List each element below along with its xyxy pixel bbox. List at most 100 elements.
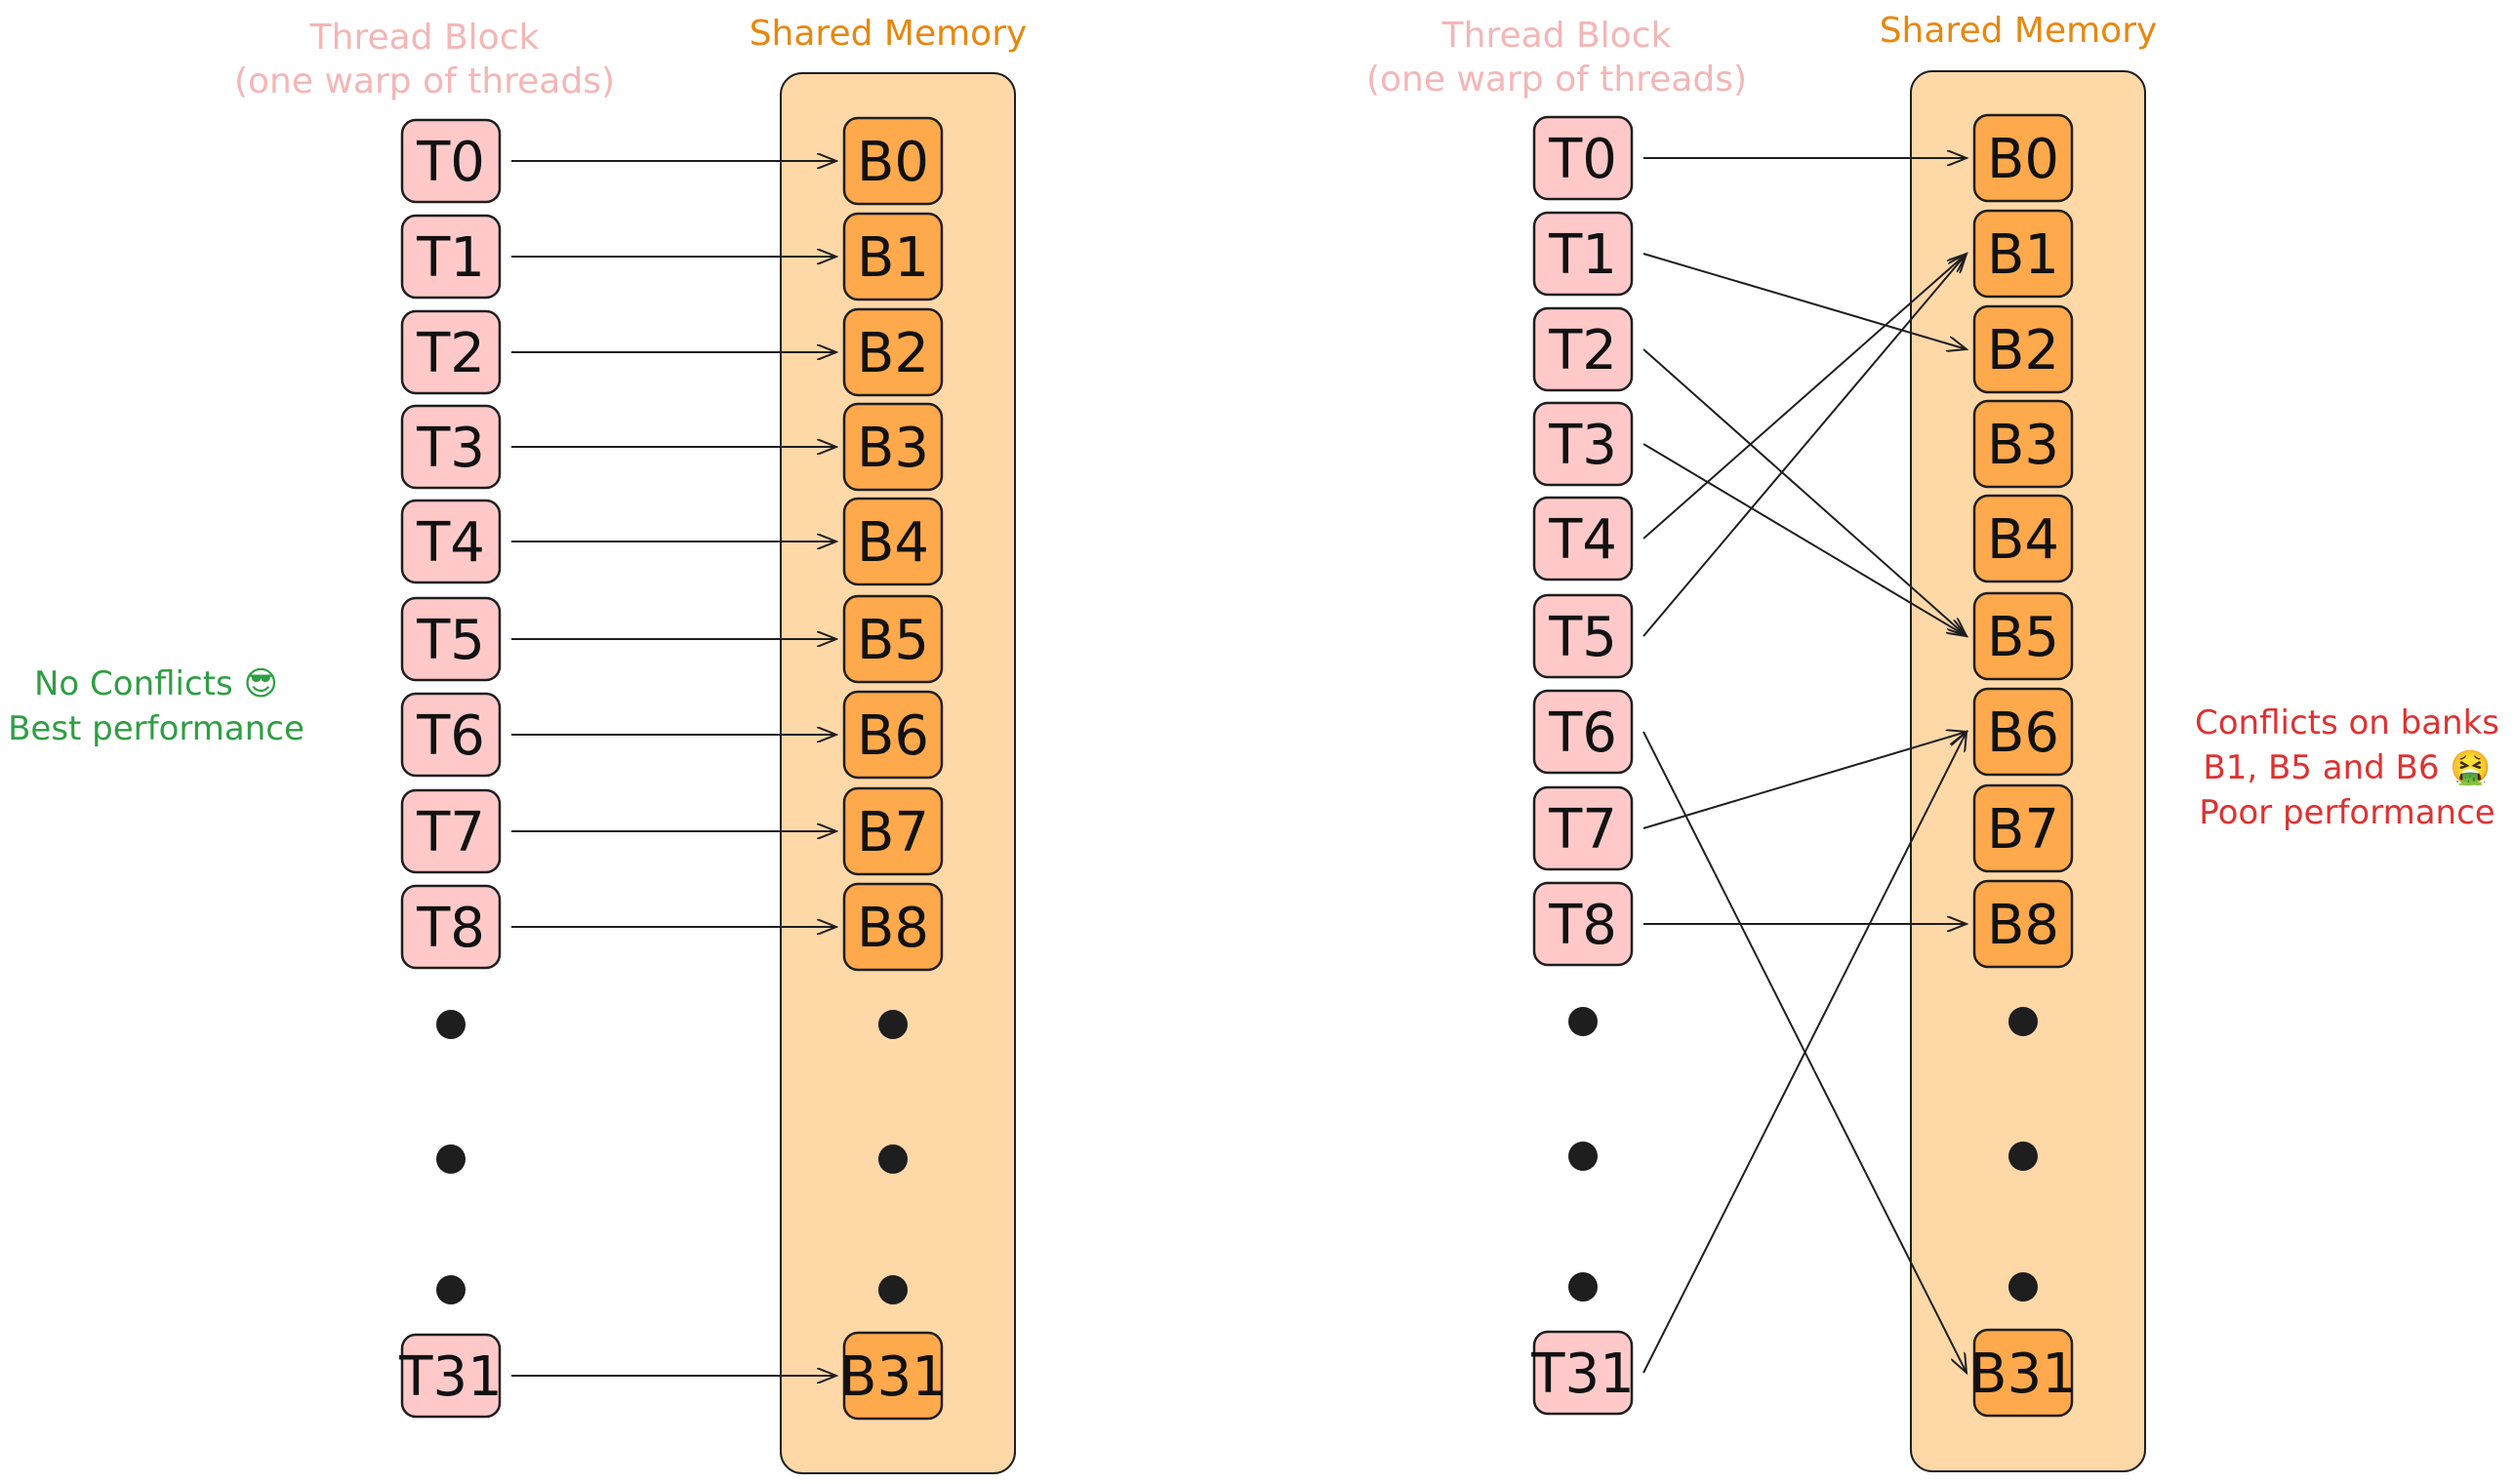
right-bank-b4: B4 [1972, 494, 2074, 583]
right-arrow-t4-to-b1 [1642, 254, 1967, 540]
right-thread-label: T4 [1548, 508, 1617, 572]
left-thread-t31: T31 [398, 1333, 503, 1419]
left-bank-b3: B3 [842, 402, 944, 492]
left-thread-ellipsis-dot [436, 1275, 466, 1304]
right-thread-t7: T7 [1532, 785, 1634, 871]
right-bank-b6: B6 [1972, 687, 2074, 777]
right-bank-b8: B8 [1972, 879, 2074, 969]
right-bank-label: B5 [1987, 606, 2059, 669]
right-thread-block-subtitle: (one warp of threads) [1366, 60, 1747, 100]
right-thread-t4: T4 [1532, 496, 1634, 582]
left-thread-label: T8 [416, 897, 485, 960]
right-thread-t5: T5 [1532, 593, 1634, 679]
left-thread-t6: T6 [400, 692, 502, 778]
left-note-best-performance: Best performance [8, 709, 304, 748]
right-bank-ellipsis-dot [2008, 1272, 2038, 1302]
right-note-conflicts: Conflicts on banks [2195, 703, 2499, 742]
right-note-banks: B1, B5 and B6 🤮 [2203, 748, 2491, 787]
right-thread-label: T0 [1548, 128, 1617, 191]
right-bank-b5: B5 [1972, 591, 2074, 681]
left-thread-label: T2 [416, 322, 485, 385]
left-thread-label: T3 [416, 417, 485, 480]
left-thread-t2: T2 [400, 309, 502, 395]
left-bank-label: B4 [857, 511, 929, 575]
right-thread-ellipsis-dot [1568, 1007, 1598, 1036]
right-thread-label: T3 [1548, 414, 1617, 477]
left-bank-label: B5 [857, 609, 929, 672]
right-bank-ellipsis-dot [2008, 1142, 2038, 1171]
left-bank-label: B6 [857, 704, 929, 768]
right-arrow-t7-to-b6 [1642, 732, 1967, 829]
left-thread-t5: T5 [400, 596, 502, 682]
left-bank-label: B1 [857, 226, 929, 290]
left-thread-block-title: Thread Block [309, 18, 540, 58]
right-thread-ellipsis-dot [1568, 1272, 1598, 1302]
left-thread-ellipsis-dot [436, 1144, 466, 1174]
left-thread-label: T7 [416, 801, 485, 864]
right-arrow-t3-to-b5 [1642, 443, 1967, 636]
left-bank-b5: B5 [842, 594, 944, 684]
left-bank-label: B8 [857, 897, 929, 960]
right-thread-label: T7 [1548, 798, 1617, 862]
right-bank-b1: B1 [1972, 209, 2074, 299]
left-bank-b31: B31 [839, 1331, 947, 1421]
right-thread-t1: T1 [1532, 211, 1634, 297]
right-arrow-t31-to-b6 [1642, 732, 1967, 1374]
right-shared-memory-title: Shared Memory [1880, 11, 2158, 51]
right-bank-ellipsis-dot [2008, 1007, 2038, 1036]
left-bank-b6: B6 [842, 690, 944, 780]
left-bank-label: B2 [857, 322, 929, 385]
left-thread-t1: T1 [400, 214, 502, 300]
left-thread-ellipsis-dot [436, 1010, 466, 1039]
right-thread-block-title: Thread Block [1441, 16, 1672, 56]
right-bank-label: B8 [1987, 894, 2059, 957]
right-bank-label: B4 [1987, 508, 2059, 572]
right-bank-label: B2 [1987, 319, 2059, 382]
left-thread-label: T5 [416, 609, 485, 672]
left-bank-b1: B1 [842, 212, 944, 301]
right-bank-b2: B2 [1972, 304, 2074, 394]
left-thread-label: T4 [416, 511, 485, 575]
right-arrow-t2-to-b5 [1642, 348, 1967, 636]
left-bank-b7: B7 [842, 786, 944, 876]
left-bank-ellipsis-dot [878, 1144, 908, 1174]
right-bank-label: B3 [1987, 414, 2059, 477]
right-bank-b0: B0 [1972, 113, 2074, 203]
right-bank-label: B0 [1987, 128, 2059, 191]
right-bank-b31: B31 [1969, 1328, 2077, 1418]
right-thread-t3: T3 [1532, 401, 1634, 487]
right-thread-t8: T8 [1532, 881, 1634, 967]
left-bank-label: B31 [839, 1345, 947, 1409]
left-thread-block-subtitle: (one warp of threads) [234, 61, 615, 101]
left-thread-t4: T4 [400, 499, 502, 584]
right-arrow-t1-to-b2 [1642, 253, 1967, 349]
left-thread-label: T0 [416, 131, 485, 194]
left-bank-ellipsis-dot [878, 1010, 908, 1039]
right-thread-t31: T31 [1530, 1330, 1635, 1416]
left-bank-b2: B2 [842, 307, 944, 397]
right-note-poor-performance: Poor performance [2199, 793, 2494, 832]
left-bank-b4: B4 [842, 497, 944, 586]
right-thread-ellipsis-dot [1568, 1142, 1598, 1171]
right-bank-b7: B7 [1972, 783, 2074, 873]
left-bank-label: B7 [857, 801, 929, 864]
right-bank-label: B6 [1987, 702, 2059, 765]
right-bank-b3: B3 [1972, 399, 2074, 489]
right-bank-label: B7 [1987, 798, 2059, 862]
right-bank-label: B31 [1969, 1343, 2077, 1406]
right-thread-label: T5 [1548, 606, 1617, 669]
right-arrow-t5-to-b1 [1642, 254, 1967, 637]
left-bank-b0: B0 [842, 116, 944, 206]
left-bank-ellipsis-dot [878, 1275, 908, 1304]
left-bank-label: B0 [857, 131, 929, 194]
left-bank-label: B3 [857, 417, 929, 480]
right-thread-label: T1 [1548, 223, 1617, 287]
left-diagram: Thread Block (one warp of threads) Share… [8, 14, 1027, 1474]
right-thread-t2: T2 [1532, 306, 1634, 392]
right-thread-t0: T0 [1532, 115, 1634, 201]
right-thread-t6: T6 [1532, 689, 1634, 775]
left-thread-t8: T8 [400, 884, 502, 970]
right-bank-label: B1 [1987, 223, 2059, 287]
right-thread-label: T2 [1548, 319, 1617, 382]
